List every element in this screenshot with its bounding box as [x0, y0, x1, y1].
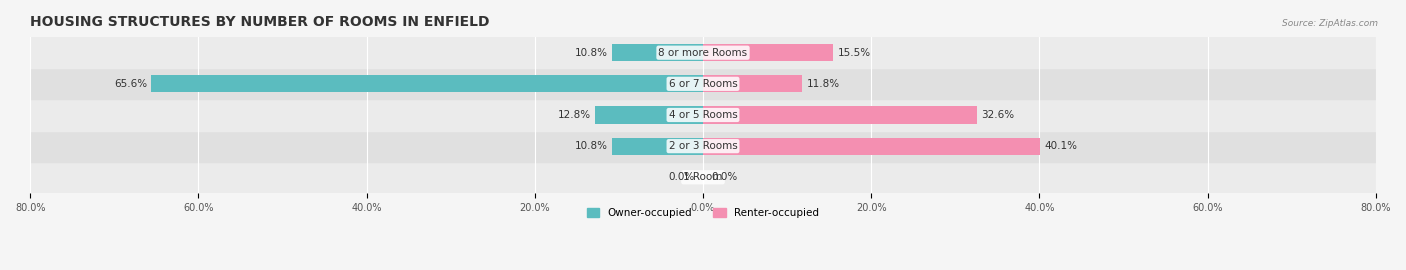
Text: 4 or 5 Rooms: 4 or 5 Rooms	[669, 110, 737, 120]
Bar	[703, 44, 834, 61]
Bar	[612, 138, 703, 155]
Text: 12.8%: 12.8%	[558, 110, 591, 120]
Bar	[31, 68, 1375, 99]
Legend: Owner-occupied, Renter-occupied: Owner-occupied, Renter-occupied	[582, 203, 824, 222]
Text: 0.0%: 0.0%	[668, 172, 695, 182]
Bar	[703, 138, 1040, 155]
Text: 10.8%: 10.8%	[575, 141, 607, 151]
Bar	[31, 162, 1375, 193]
Text: 40.1%: 40.1%	[1045, 141, 1077, 151]
Text: 11.8%: 11.8%	[807, 79, 839, 89]
Text: Source: ZipAtlas.com: Source: ZipAtlas.com	[1282, 19, 1378, 28]
Bar	[595, 106, 703, 124]
Text: 15.5%: 15.5%	[838, 48, 870, 58]
Bar	[612, 44, 703, 61]
Bar	[152, 75, 703, 92]
Text: 65.6%: 65.6%	[114, 79, 148, 89]
Text: HOUSING STRUCTURES BY NUMBER OF ROOMS IN ENFIELD: HOUSING STRUCTURES BY NUMBER OF ROOMS IN…	[31, 15, 489, 29]
Bar	[703, 106, 977, 124]
Text: 32.6%: 32.6%	[981, 110, 1015, 120]
Bar	[31, 131, 1375, 162]
Text: 8 or more Rooms: 8 or more Rooms	[658, 48, 748, 58]
Text: 6 or 7 Rooms: 6 or 7 Rooms	[669, 79, 737, 89]
Bar	[31, 99, 1375, 131]
Text: 1 Room: 1 Room	[683, 172, 723, 182]
Bar	[703, 75, 803, 92]
Bar	[31, 37, 1375, 68]
Text: 0.0%: 0.0%	[711, 172, 738, 182]
Text: 10.8%: 10.8%	[575, 48, 607, 58]
Text: 2 or 3 Rooms: 2 or 3 Rooms	[669, 141, 737, 151]
